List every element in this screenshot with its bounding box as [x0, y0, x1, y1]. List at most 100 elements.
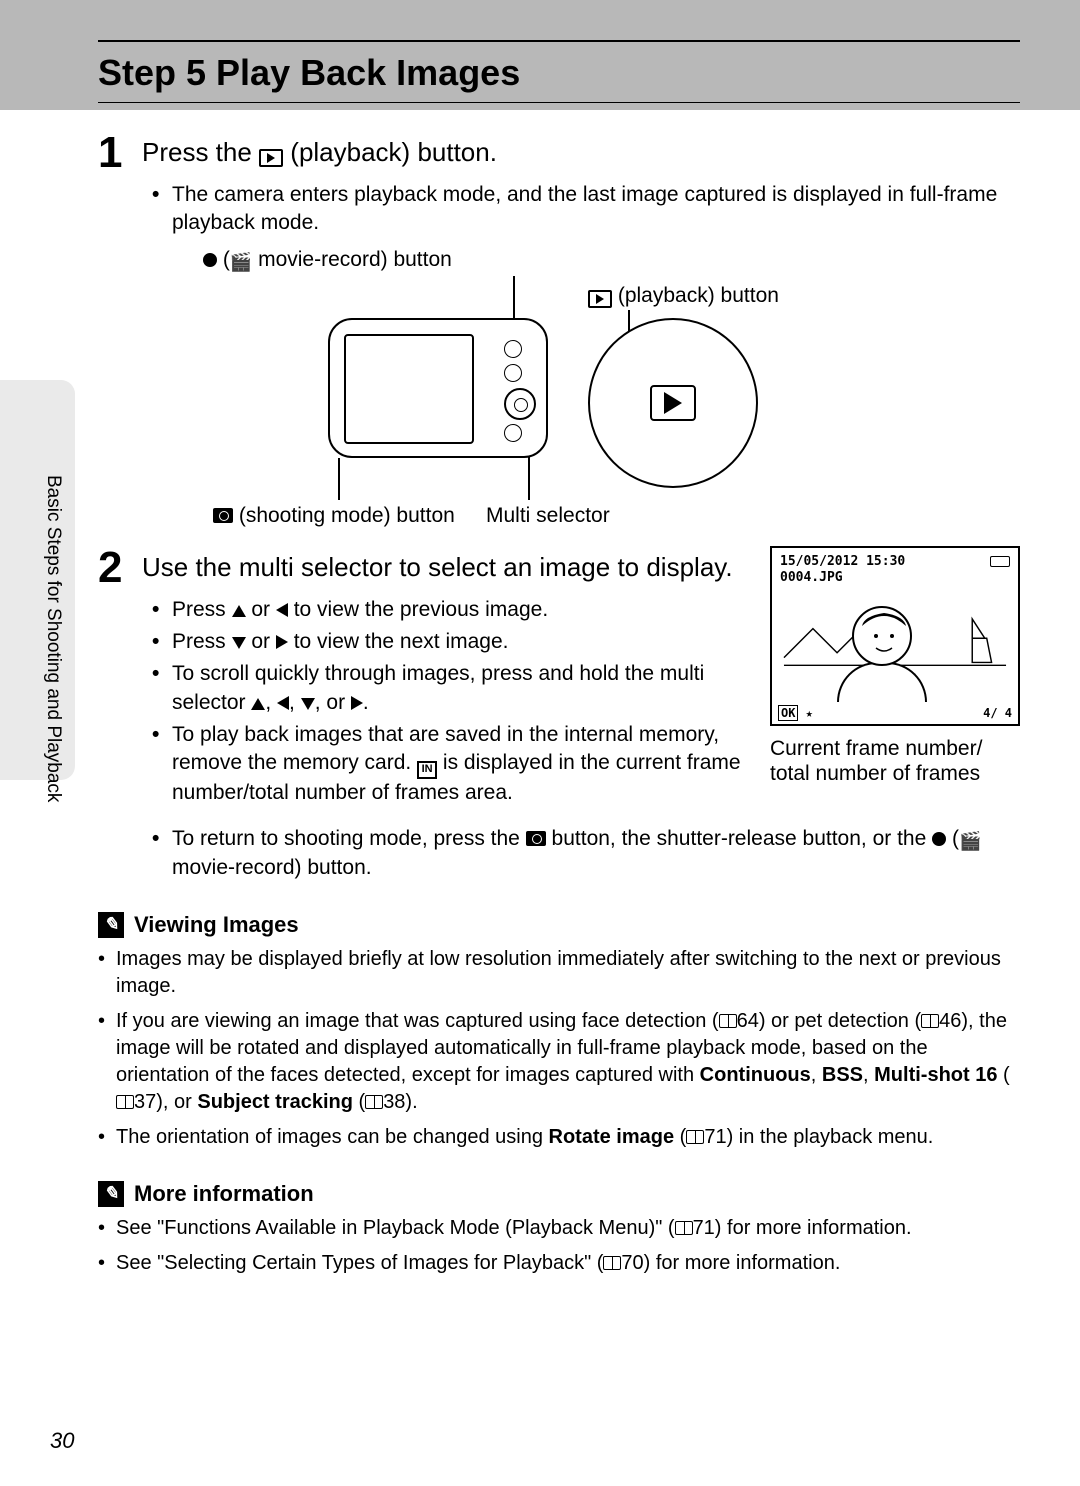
text: See "Functions Available in Playback Mod…: [116, 1217, 675, 1239]
lcd-caption: Current frame number/ total number of fr…: [770, 736, 1020, 786]
note-title: Viewing Images: [134, 912, 299, 938]
record-icon: [203, 253, 217, 267]
step-2-left: 2 Use the multi selector to select an im…: [98, 546, 748, 811]
zoom-circle: [588, 318, 758, 488]
face-svg: [854, 608, 914, 668]
text: or: [246, 630, 276, 653]
book-icon: [603, 1256, 621, 1270]
step-1: 1 Press the (playback) button.: [98, 131, 1020, 175]
text: (: [997, 1064, 1009, 1086]
text-bold: Subject tracking: [197, 1091, 353, 1113]
text: 70) for more information.: [621, 1252, 840, 1274]
text-bold: BSS: [822, 1064, 863, 1086]
lcd-counter: 4/ 4: [983, 706, 1012, 720]
bullet: The orientation of images can be changed…: [98, 1124, 1020, 1151]
side-tab-text: Basic Steps for Shooting and Playback: [42, 475, 64, 802]
page-number: 30: [50, 1428, 74, 1454]
internal-memory-icon: IN: [417, 761, 437, 779]
left-arrow-icon: [276, 603, 288, 617]
text: (playback) button: [612, 284, 779, 307]
book-icon: [365, 1095, 383, 1109]
lcd-scene: [782, 590, 1008, 702]
text: Press: [172, 598, 232, 621]
text: 71) for more information.: [693, 1217, 912, 1239]
step-2-bullets-cont: To return to shooting mode, press the bu…: [152, 825, 1020, 882]
note-2-bullets: See "Functions Available in Playback Mod…: [98, 1215, 1020, 1277]
bullet: See "Selecting Certain Types of Images f…: [98, 1250, 1020, 1277]
text-bold: Multi-shot 16: [874, 1064, 997, 1086]
up-arrow-icon: [251, 698, 265, 710]
lcd-filename: 0004.JPG: [780, 570, 843, 585]
text: To return to shooting mode, press the: [172, 827, 526, 850]
text: (playback) button.: [283, 137, 497, 167]
text: ,: [863, 1064, 874, 1086]
movie-icon: 🎬: [959, 829, 981, 853]
camera-button: [504, 340, 522, 358]
text: (: [674, 1126, 686, 1148]
label-shooting-mode: (shooting mode) button: [213, 504, 455, 528]
text: The orientation of images can be changed…: [116, 1126, 549, 1148]
text: 71) in the playback menu.: [704, 1126, 933, 1148]
text: ,: [811, 1064, 822, 1086]
label-multi-selector: Multi selector: [486, 504, 610, 528]
up-arrow-icon: [232, 605, 246, 617]
lcd-ok: OK ★: [778, 706, 813, 720]
text: 38).: [383, 1091, 417, 1113]
note-title: More information: [134, 1181, 314, 1207]
bullet: Press or to view the previous image.: [152, 596, 748, 624]
person-head: [852, 606, 912, 666]
text: button, the shutter-release button, or t…: [546, 827, 932, 850]
right-arrow-icon: [276, 635, 288, 649]
text: to view the next image.: [288, 630, 509, 653]
camera-button: [504, 424, 522, 442]
text: 64) or pet detection (: [737, 1010, 922, 1032]
top-rule: [98, 40, 1020, 42]
camera-body: [328, 318, 548, 458]
bullet: To scroll quickly through images, press …: [152, 660, 748, 717]
bullet: Images may be displayed briefly at low r…: [98, 946, 1020, 1000]
text: to view the previous image.: [288, 598, 548, 621]
text: 37), or: [134, 1091, 197, 1113]
label-playback: (playback) button: [588, 284, 779, 308]
page-content: Step 5 Play Back Images 1 Press the (pla…: [98, 40, 1020, 1285]
book-icon: [116, 1095, 134, 1109]
leader-line: [338, 458, 340, 500]
step-2-bullets: Press or to view the previous image. Pre…: [152, 596, 748, 807]
step-2-heading: Use the multi selector to select an imag…: [142, 546, 733, 590]
right-arrow-icon: [351, 696, 363, 710]
camera-diagram: (🎬 movie-record) button (playback) butto…: [98, 248, 1020, 528]
text: movie-record) button: [252, 248, 452, 271]
bullet: Press or to view the next image.: [152, 628, 748, 656]
note-icon: ✎: [98, 912, 124, 938]
bullet: To play back images that are saved in th…: [152, 721, 748, 807]
book-icon: [921, 1014, 939, 1028]
text: See "Selecting Certain Types of Images f…: [116, 1252, 603, 1274]
bullet: The camera enters playback mode, and the…: [152, 181, 1020, 238]
record-icon: [932, 832, 946, 846]
left-arrow-icon: [277, 696, 289, 710]
text: Press the: [142, 137, 259, 167]
lcd-preview: 15/05/2012 15:30 0004.JPG: [770, 546, 1020, 811]
step-2-row: 2 Use the multi selector to select an im…: [98, 546, 1020, 811]
note-viewing-images: ✎ Viewing Images: [98, 912, 1020, 938]
book-icon: [719, 1014, 737, 1028]
step-2-number: 2: [98, 546, 142, 590]
note-more-info: ✎ More information: [98, 1181, 1020, 1207]
bullet: If you are viewing an image that was cap…: [98, 1008, 1020, 1116]
text: movie-record) button.: [172, 856, 372, 879]
book-icon: [675, 1221, 693, 1235]
playback-button-zoom: [650, 385, 696, 421]
camera-icon: [213, 508, 233, 523]
playback-icon: [259, 149, 283, 167]
down-arrow-icon: [232, 637, 246, 649]
camera-icon: [526, 831, 546, 846]
note-1-bullets: Images may be displayed briefly at low r…: [98, 946, 1020, 1151]
multi-selector: [504, 388, 536, 420]
lcd-date: 15/05/2012 15:30: [780, 554, 905, 569]
text: If you are viewing an image that was cap…: [116, 1010, 719, 1032]
page-title: Step 5 Play Back Images: [98, 52, 1020, 103]
text: (shooting mode) button: [233, 504, 455, 527]
text: .: [363, 691, 369, 714]
down-arrow-icon: [301, 698, 315, 710]
label-movie-record: (🎬 movie-record) button: [203, 248, 452, 273]
